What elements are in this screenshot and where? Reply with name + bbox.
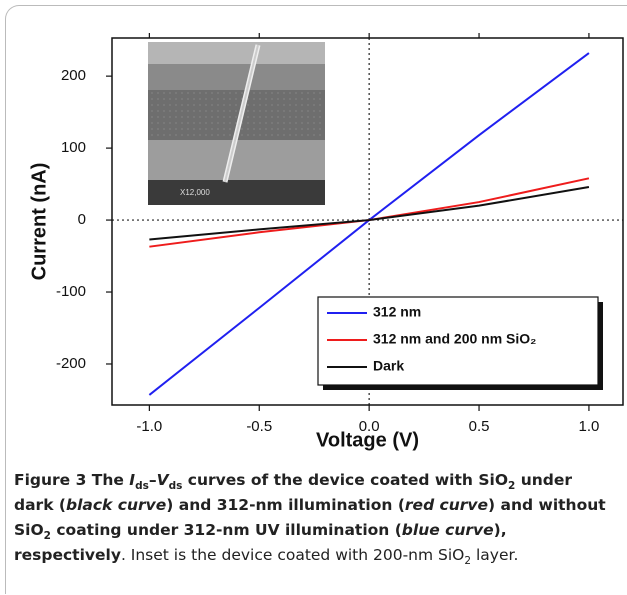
y-tick-label: 0 (78, 211, 86, 228)
y-tick-label: 200 (61, 67, 86, 84)
caption-text: – (148, 471, 157, 489)
caption-text: ) and 312-nm illumination ( (166, 496, 405, 514)
caption-text: Figure 3 (14, 471, 87, 489)
caption-text: ds (135, 480, 149, 493)
caption-text: The (86, 471, 130, 489)
x-axis-label: Voltage (V) (316, 429, 419, 451)
caption-text: 2 (43, 530, 51, 543)
x-tick-label: 1.0 (579, 418, 600, 435)
caption-text: under dark ( (14, 471, 573, 514)
x-tick-label: -0.5 (246, 418, 272, 435)
caption-text: 2 (508, 480, 516, 493)
caption-text: ds (168, 480, 183, 493)
caption-text: curves of the device coated with SiO (182, 471, 508, 489)
y-tick-label: -100 (56, 283, 86, 300)
data-line (149, 185, 590, 241)
x-tick-label: 0.0 (359, 418, 380, 435)
legend-label: 312 nm and 200 nm SiO₂ (373, 331, 536, 347)
caption-text: coating under 312-nm UV illumination ( (50, 521, 402, 539)
caption-text: I (129, 471, 136, 489)
caption-text: black curve (66, 496, 167, 514)
y-tick-label: -200 (56, 355, 86, 372)
inset-image: X12,000 (148, 42, 325, 205)
figure-caption: Figure 3 The Ids–Vds curves of the devic… (14, 468, 614, 568)
caption-text: 2 (464, 555, 472, 568)
caption-text: ) and without SiO (14, 496, 606, 539)
caption-text: red curve (404, 496, 489, 514)
caption-text: ), respectively (14, 521, 507, 564)
figure-border (5, 5, 627, 594)
legend-label: 312 nm (373, 304, 421, 320)
caption-text: blue curve (401, 521, 494, 539)
caption-text: layer. (471, 546, 519, 564)
y-axis-label: Current (nA) (28, 163, 50, 281)
x-tick-label: 0.5 (469, 418, 490, 435)
chart: X12,000 -1.0 -0.5 0.0 0.5 1.0 -200 -100 0 100 200… (28, 33, 624, 451)
plot-frame (111, 37, 624, 406)
inset-text: X12,000 (180, 188, 210, 197)
x-tick-label: -1.0 (136, 418, 162, 435)
legend-label: Dark (373, 358, 404, 374)
y-tick-label: 100 (61, 139, 86, 156)
caption-text: . Inset is the device coated with 200-nm… (120, 546, 465, 564)
caption-text: V (156, 471, 169, 489)
